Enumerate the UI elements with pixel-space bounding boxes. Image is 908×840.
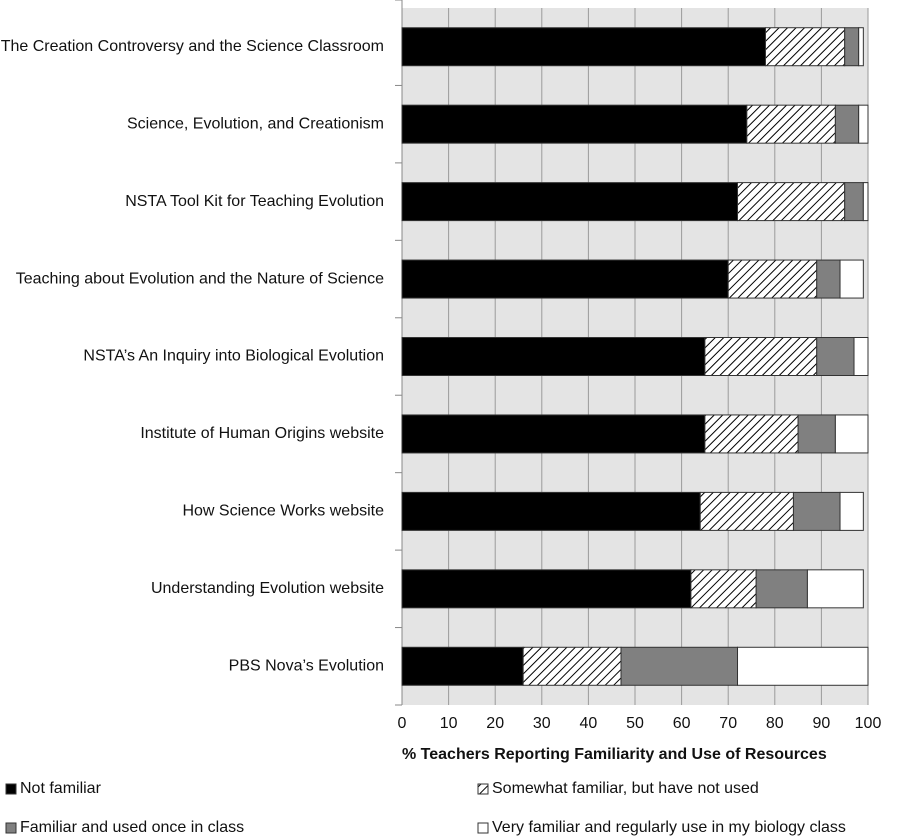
x-tick-label: 10 bbox=[440, 715, 458, 732]
y-tick-label: Understanding Evolution website bbox=[151, 580, 384, 597]
bar-segment bbox=[834, 104, 860, 144]
bar-segment bbox=[858, 27, 864, 67]
y-tick-label: NSTA Tool Kit for Teaching Evolution bbox=[125, 193, 384, 210]
bar-segment bbox=[816, 337, 855, 376]
y-tick-label: How Science Works website bbox=[182, 503, 384, 520]
bar-segment bbox=[755, 569, 808, 609]
bar-segment bbox=[727, 259, 818, 299]
bar-segment bbox=[401, 27, 766, 67]
bar-segment bbox=[844, 182, 864, 222]
y-tick-label: PBS Nova’s Evolution bbox=[229, 657, 384, 674]
bar-segment bbox=[401, 414, 706, 454]
bar-segment bbox=[401, 569, 692, 609]
y-tick-label: The Creation Controversy and the Science… bbox=[1, 38, 384, 55]
bar-segment bbox=[401, 646, 524, 686]
x-tick-label: 100 bbox=[855, 715, 882, 732]
legend-label: Not familiar bbox=[20, 780, 102, 797]
legend-swatch bbox=[5, 783, 17, 795]
x-axis-label: % Teachers Reporting Familiarity and Use… bbox=[402, 746, 827, 763]
bar-segment bbox=[699, 491, 794, 531]
bar-segment bbox=[797, 414, 836, 454]
x-tick-label: 90 bbox=[813, 715, 831, 732]
legend-label: Somewhat familiar, but have not used bbox=[492, 780, 759, 797]
bar-segment bbox=[816, 259, 841, 299]
bar-segment bbox=[704, 337, 818, 376]
bar-segment bbox=[764, 27, 846, 67]
bar-segment bbox=[522, 646, 622, 686]
bar-segment bbox=[401, 259, 729, 299]
y-tick-label: Institute of Human Origins website bbox=[140, 425, 384, 442]
bar-segment bbox=[690, 569, 757, 609]
bar-segment bbox=[401, 182, 739, 222]
x-tick-label: 20 bbox=[486, 715, 504, 732]
y-tick-label: Teaching about Evolution and the Nature … bbox=[16, 270, 384, 287]
bar-segment bbox=[839, 491, 864, 531]
bar-segment bbox=[839, 259, 864, 299]
bar-segment bbox=[401, 104, 748, 144]
bar-segment bbox=[844, 27, 860, 67]
x-tick-label: 70 bbox=[719, 715, 737, 732]
legend-label: Very familiar and regularly use in my bi… bbox=[492, 819, 846, 836]
x-tick-label: 0 bbox=[398, 715, 407, 732]
bar-segment bbox=[737, 182, 846, 222]
legend-label: Familiar and used once in class bbox=[20, 819, 244, 836]
bar-segment bbox=[401, 337, 706, 376]
bar-segment bbox=[401, 491, 701, 531]
legend-swatch bbox=[477, 783, 489, 795]
bar-segment bbox=[704, 414, 799, 454]
legend-swatch bbox=[5, 822, 17, 834]
x-tick-label: 80 bbox=[766, 715, 784, 732]
x-tick-label: 40 bbox=[580, 715, 598, 732]
bar-segment bbox=[806, 569, 864, 609]
bar-segment bbox=[737, 646, 869, 686]
bar-segment bbox=[862, 182, 869, 222]
bar-segment bbox=[853, 337, 869, 376]
y-tick-label: NSTA’s An Inquiry into Biological Evolut… bbox=[83, 348, 384, 365]
y-tick-label: Science, Evolution, and Creationism bbox=[127, 115, 384, 132]
bar-segment bbox=[792, 491, 841, 531]
bar-segment bbox=[834, 414, 869, 454]
x-tick-label: 50 bbox=[626, 715, 644, 732]
x-tick-label: 60 bbox=[673, 715, 691, 732]
x-tick-label: 30 bbox=[533, 715, 551, 732]
bar-segment bbox=[746, 104, 836, 144]
legend-swatch bbox=[477, 822, 489, 834]
bar-segment bbox=[620, 646, 739, 686]
bar-segment bbox=[858, 104, 869, 144]
